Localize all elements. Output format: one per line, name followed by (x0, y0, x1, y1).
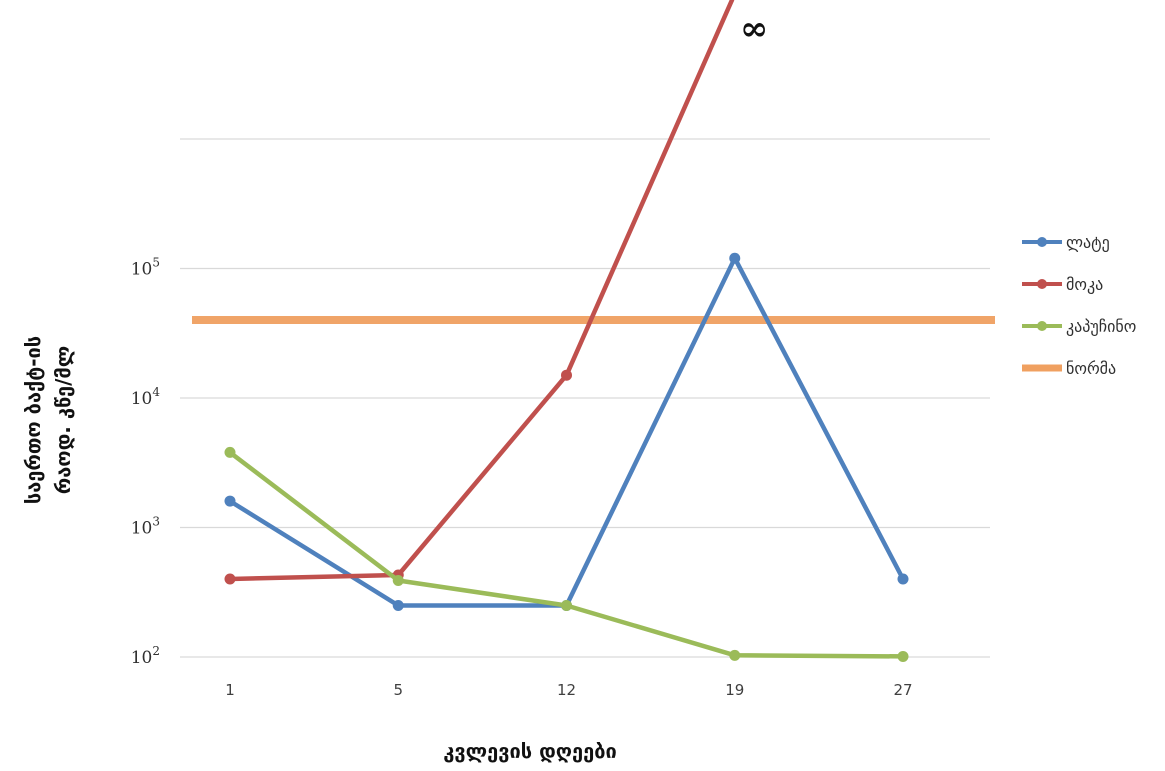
x-tick-label: 19 (725, 681, 744, 699)
data-point (224, 495, 236, 507)
x-tick-labels: 1 5 12 19 27 (225, 681, 912, 699)
legend-label: ლატე (1066, 233, 1110, 252)
data-point (392, 599, 404, 611)
legend: ლატე მოკა კაპუჩინო ნორმა (1022, 233, 1136, 378)
data-point (224, 573, 236, 585)
legend-marker (1037, 321, 1047, 331)
series-line (227, 255, 906, 608)
legend-label: მოკა (1066, 275, 1103, 294)
x-tick-label: 1 (225, 681, 235, 699)
legend-label: კაპუჩინო (1066, 317, 1136, 336)
y-axis-title-line-1: საერთო ბაქტ-ის (21, 336, 45, 504)
series-layer (224, 0, 909, 662)
data-point (729, 649, 741, 661)
legend-label: ნორმა (1066, 359, 1116, 378)
legend-marker (1037, 279, 1047, 289)
y-tick-label: 104 (131, 385, 161, 409)
series-line (227, 0, 735, 582)
data-point (897, 573, 909, 585)
x-tick-label: 27 (893, 681, 912, 699)
data-point (561, 599, 572, 611)
x-tick-label: 12 (557, 681, 576, 699)
legend-marker (1037, 237, 1047, 247)
data-point (224, 446, 236, 458)
data-point (897, 650, 909, 662)
x-tick-label: 5 (393, 681, 403, 699)
data-point (392, 574, 404, 586)
x-axis-title: კვლევის დღეები (443, 739, 617, 763)
y-axis-title-line-2: რაოდ. კწე/მლ (51, 346, 75, 495)
y-tick-label: 105 (131, 256, 160, 280)
infinity-annotation: ∞ (740, 9, 768, 49)
series-line (227, 450, 906, 659)
y-tick-label: 102 (131, 644, 160, 668)
data-point (561, 369, 572, 381)
y-tick-label: 103 (131, 515, 160, 539)
data-point (729, 252, 741, 264)
y-tick-labels: 102 103 104 105 (131, 256, 161, 669)
